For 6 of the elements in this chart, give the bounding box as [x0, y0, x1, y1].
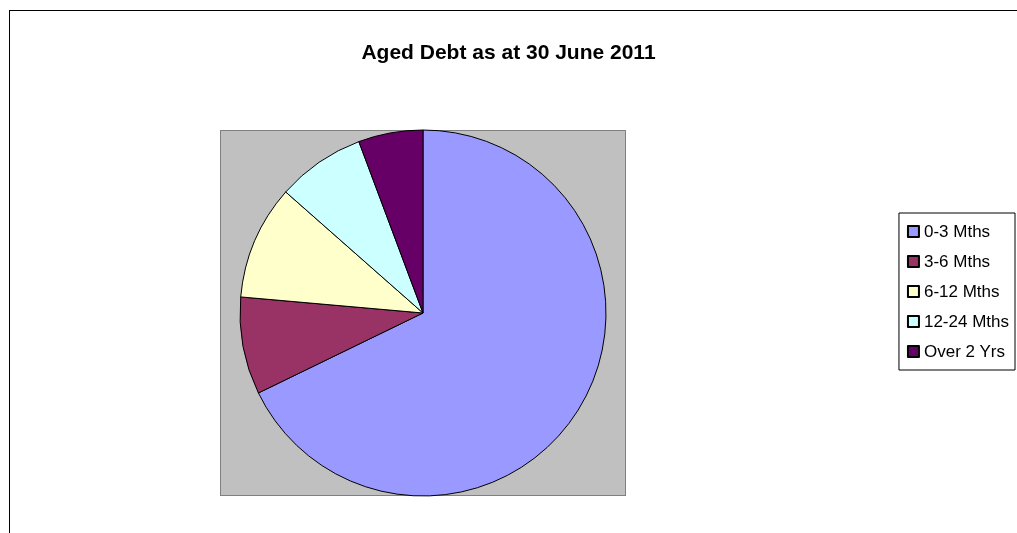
- chart-title: Aged Debt as at 30 June 2011: [361, 40, 656, 63]
- legend-label: 6-12 Mths: [923, 282, 1000, 301]
- legend-label: 12-24 Mths: [923, 312, 1010, 331]
- legend-label: Over 2 Yrs: [923, 342, 1005, 361]
- legend-label: 0-3 Mths: [923, 222, 991, 241]
- legend-label: 3-6 Mths: [923, 252, 991, 271]
